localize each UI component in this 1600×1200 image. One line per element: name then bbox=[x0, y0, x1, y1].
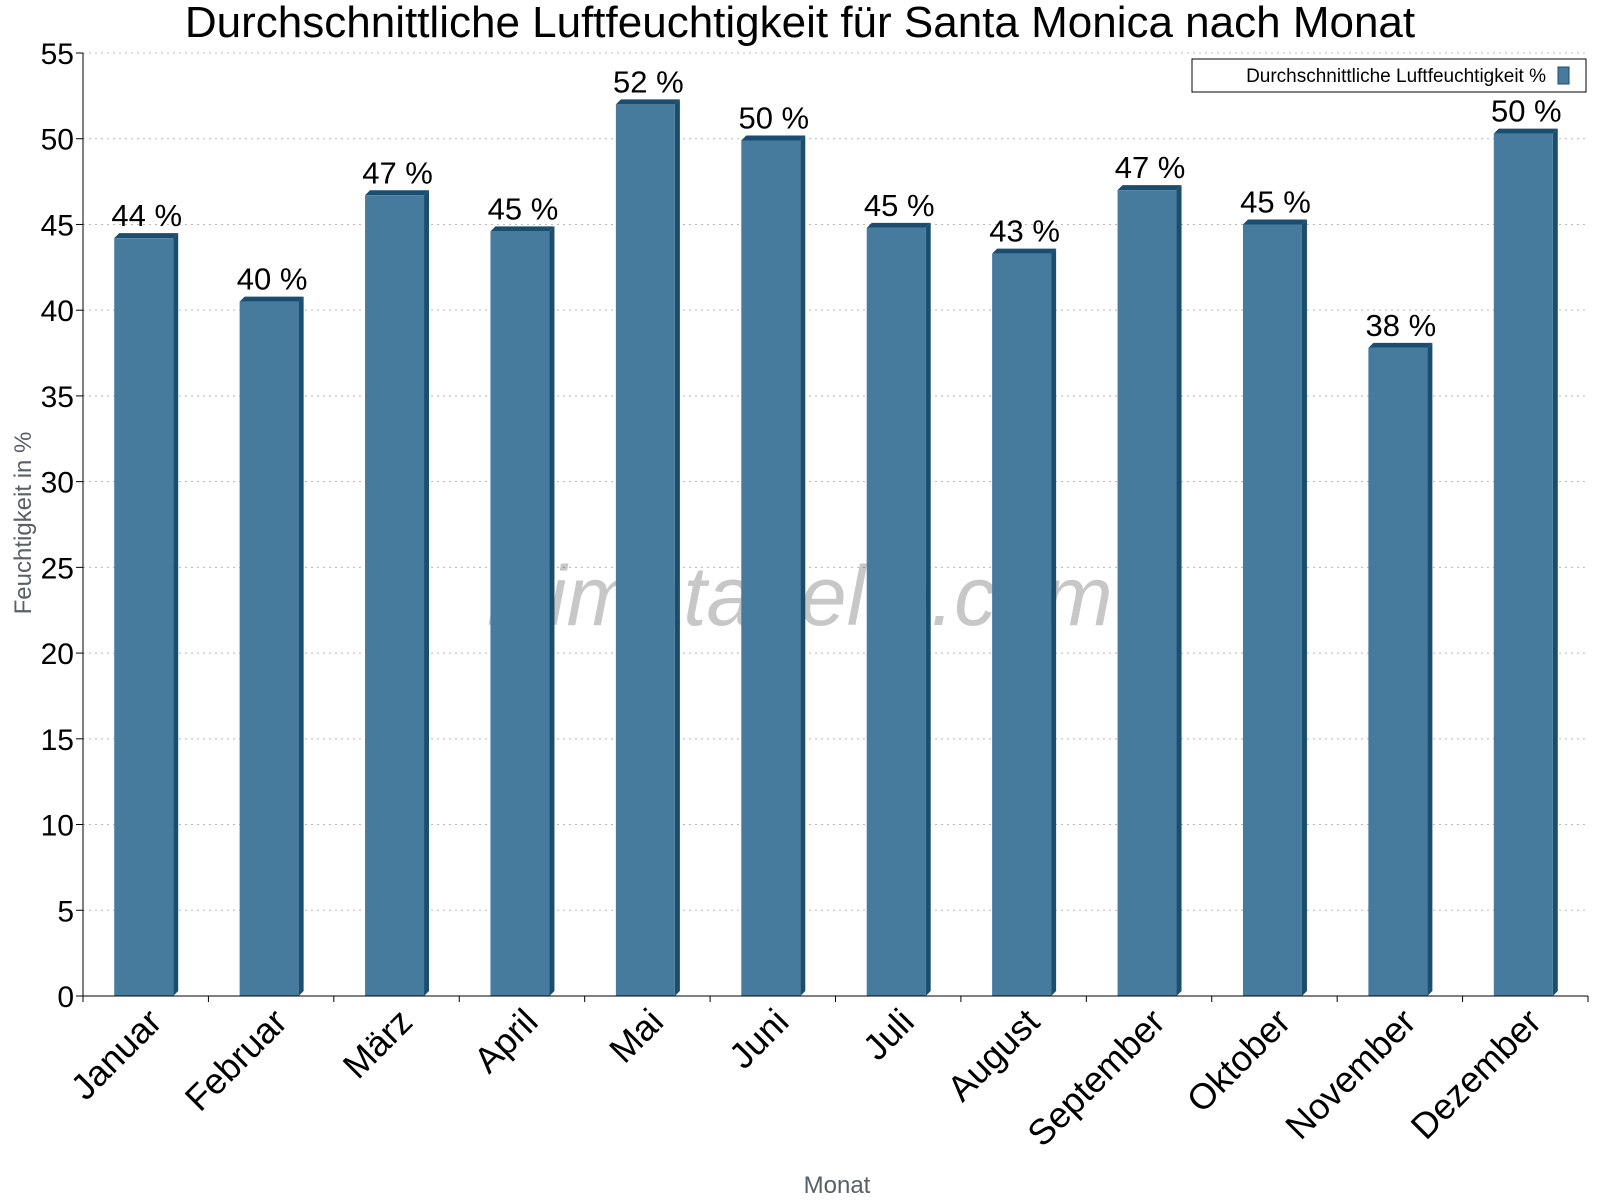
bar-value-label: 52 % bbox=[613, 64, 684, 99]
bar-top bbox=[992, 248, 1057, 254]
bar-side bbox=[674, 99, 680, 997]
y-tick-label: 40 bbox=[41, 295, 74, 328]
y-tick-label: 15 bbox=[41, 724, 74, 757]
bar-side bbox=[1301, 219, 1307, 997]
bar-top bbox=[1117, 185, 1182, 191]
bar bbox=[365, 195, 425, 997]
grid-lines bbox=[83, 52, 1588, 911]
bar-value-label: 50 % bbox=[1491, 94, 1562, 129]
axes bbox=[82, 53, 1588, 997]
bar-side bbox=[1552, 128, 1558, 997]
bar bbox=[1117, 190, 1177, 996]
bar-value-label: 43 % bbox=[989, 214, 1060, 249]
bar-side bbox=[549, 226, 555, 996]
y-tick-label: 0 bbox=[57, 981, 74, 1014]
bar-value-label: 45 % bbox=[1240, 184, 1311, 219]
legend-box bbox=[1191, 58, 1587, 93]
bar bbox=[866, 227, 926, 996]
y-tick-label: 35 bbox=[41, 381, 74, 414]
bar bbox=[1368, 347, 1428, 996]
y-tick-label: 20 bbox=[41, 638, 74, 671]
x-tick-label: Juli bbox=[855, 1001, 922, 1068]
y-tick-label: 50 bbox=[41, 124, 74, 157]
x-tick-label: September bbox=[1019, 1001, 1173, 1155]
y-axis-title: Feuchtigkeit in % bbox=[10, 432, 37, 615]
x-tick-label: April bbox=[466, 1001, 546, 1081]
bar bbox=[239, 301, 299, 996]
y-tick-label: 45 bbox=[41, 209, 74, 242]
y-tick-label: 30 bbox=[41, 467, 74, 500]
x-tick-label: August bbox=[939, 1001, 1047, 1109]
bar-side bbox=[1427, 342, 1433, 996]
bar bbox=[1493, 133, 1553, 997]
bar bbox=[1242, 224, 1302, 997]
bar-side bbox=[1176, 185, 1182, 996]
legend-label: Durchschnittliche Luftfeuchtigkeit % bbox=[1246, 66, 1546, 87]
bar bbox=[490, 231, 550, 996]
bar-top bbox=[239, 296, 304, 302]
x-tick-label: Mai bbox=[601, 1001, 671, 1071]
bar bbox=[615, 104, 675, 997]
x-tick-label: März bbox=[335, 1001, 421, 1087]
y-tick-label: 55 bbox=[41, 38, 74, 71]
bar-side bbox=[173, 233, 179, 997]
bar-top bbox=[1242, 219, 1307, 225]
y-tick-label: 25 bbox=[41, 552, 74, 585]
y-axis-ticks: 0 5 10 15 20 25 30 35 40 45 50 55 bbox=[41, 38, 83, 1014]
bar-top bbox=[490, 226, 555, 232]
bar-value-label: 47 % bbox=[1115, 150, 1186, 185]
x-tick-label: Dezember bbox=[1403, 1001, 1549, 1147]
bar bbox=[741, 140, 801, 996]
x-tick-label: Oktober bbox=[1179, 1001, 1299, 1121]
chart-title: Durchschnittliche Luftfeuchtigkeit für S… bbox=[185, 0, 1415, 47]
y-tick-label: 5 bbox=[57, 895, 74, 928]
bar-side bbox=[1051, 248, 1057, 997]
bar-top bbox=[866, 222, 931, 228]
bar-side bbox=[800, 135, 806, 996]
y-tick-label: 10 bbox=[41, 810, 74, 843]
bar bbox=[114, 238, 174, 997]
bar-value-label: 45 % bbox=[488, 191, 559, 226]
bars: 44 % 40 % 47 % 45 % 52 % 50 % 45 % 43 % 47 % 45 %… bbox=[111, 64, 1562, 997]
x-tick-label: Februar bbox=[177, 1001, 295, 1119]
bar-top bbox=[615, 99, 680, 105]
x-axis-title: Monat bbox=[804, 1172, 871, 1199]
legend: Durchschnittliche Luftfeuchtigkeit % bbox=[1191, 58, 1587, 93]
bar-top bbox=[1493, 128, 1558, 134]
bar-side bbox=[298, 296, 304, 996]
bar-side bbox=[925, 222, 931, 996]
bar-value-label: 47 % bbox=[362, 155, 433, 190]
x-tick-label: Januar bbox=[63, 1001, 170, 1108]
bar-top bbox=[1368, 342, 1433, 348]
x-axis-ticks: Januar Februar März April Mai Juni Juli AugustS… bbox=[63, 996, 1589, 1155]
x-tick-label: Juni bbox=[721, 1001, 797, 1077]
bar-value-label: 38 % bbox=[1366, 308, 1437, 343]
bar bbox=[992, 253, 1052, 997]
bar-top bbox=[365, 190, 430, 196]
bar-side bbox=[424, 190, 430, 997]
bar-value-label: 50 % bbox=[738, 100, 809, 135]
x-tick-label: November bbox=[1277, 1001, 1423, 1147]
legend-swatch bbox=[1557, 66, 1570, 85]
bar-value-label: 40 % bbox=[237, 262, 308, 297]
bar-value-label: 44 % bbox=[111, 198, 182, 233]
bar-top bbox=[741, 135, 806, 141]
bar-top bbox=[114, 233, 179, 239]
bar-value-label: 45 % bbox=[864, 188, 935, 223]
